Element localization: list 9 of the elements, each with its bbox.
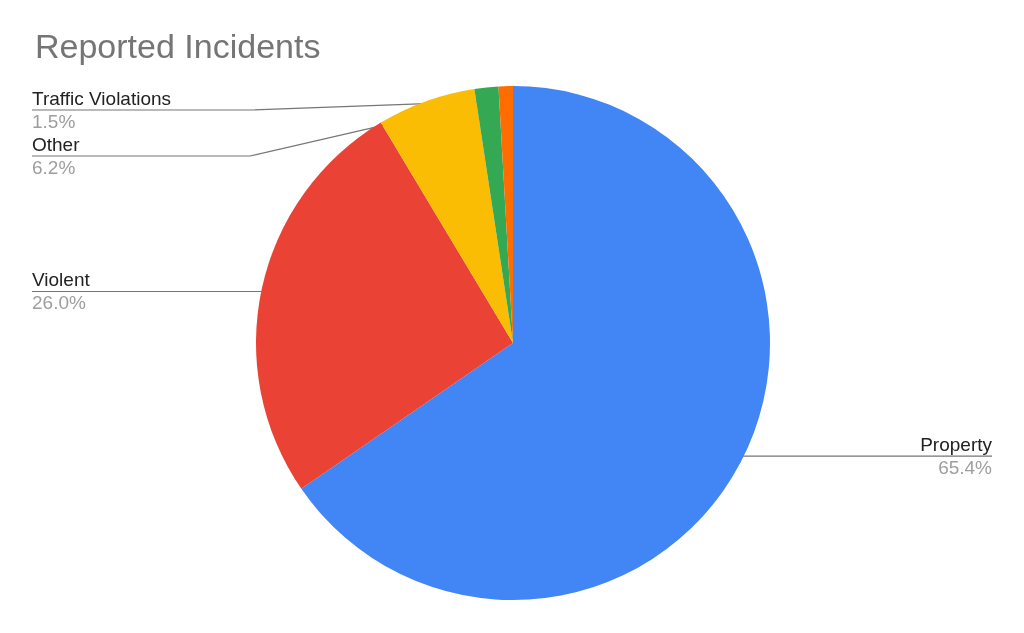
chart-title: Reported Incidents bbox=[35, 27, 321, 65]
data-label: 26.0% bbox=[32, 292, 86, 314]
slice-label: Violent bbox=[32, 269, 91, 291]
slice-label: Traffic Violations bbox=[32, 88, 172, 109]
data-label: 65.4% bbox=[938, 457, 993, 479]
slice-label: Property bbox=[920, 434, 993, 456]
slice-label: Other bbox=[32, 134, 81, 155]
data-label: 6.2% bbox=[32, 157, 76, 178]
data-label: 1.5% bbox=[32, 111, 76, 132]
